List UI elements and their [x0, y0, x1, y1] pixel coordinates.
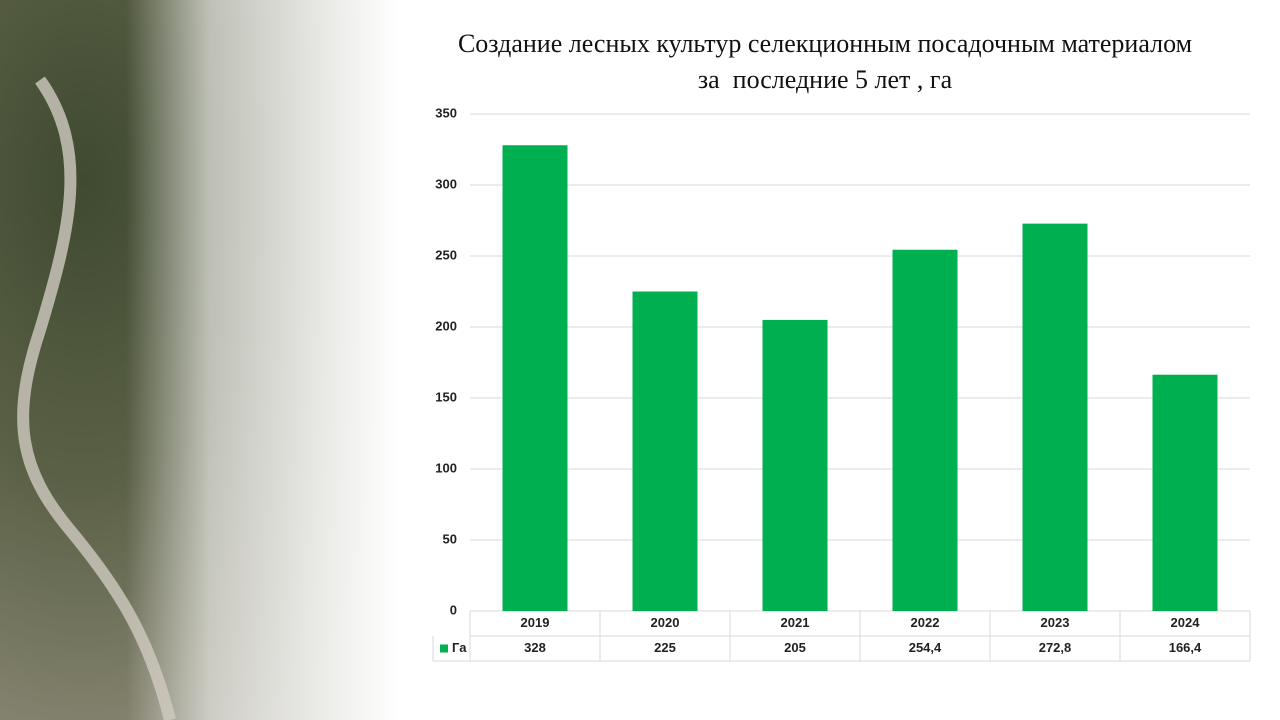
table-value: 272,8 — [1039, 640, 1072, 655]
x-tick-label: 2020 — [651, 615, 680, 630]
table-value: 166,4 — [1169, 640, 1202, 655]
table-value: 254,4 — [909, 640, 942, 655]
legend-label: Га — [452, 640, 467, 655]
x-tick-label: 2024 — [1171, 615, 1201, 630]
y-tick-label: 0 — [450, 602, 457, 617]
road — [17, 76, 176, 720]
bar — [502, 145, 568, 612]
y-tick-label: 50 — [443, 531, 457, 546]
bar — [762, 319, 828, 611]
x-tick-label: 2023 — [1041, 615, 1070, 630]
background-photo — [0, 0, 420, 720]
table-value: 205 — [784, 640, 806, 655]
y-tick-label: 300 — [435, 176, 457, 191]
x-tick-label: 2022 — [911, 615, 940, 630]
x-tick-label: 2021 — [781, 615, 810, 630]
bar — [1022, 223, 1088, 611]
chart-title: Создание лесных культур селекционным пос… — [400, 26, 1250, 98]
table-value: 225 — [654, 640, 676, 655]
bar — [892, 249, 958, 611]
title-line: за последние 5 лет , га — [697, 65, 953, 94]
x-tick-label: 2019 — [521, 615, 550, 630]
y-tick-label: 150 — [435, 389, 457, 404]
bar — [1152, 374, 1218, 611]
road-path — [17, 76, 176, 720]
table-value: 328 — [524, 640, 546, 655]
bar — [632, 291, 698, 611]
y-tick-label: 250 — [435, 247, 457, 262]
y-tick-label: 100 — [435, 460, 457, 475]
y-tick-label: 350 — [435, 105, 457, 120]
legend-key — [440, 644, 448, 653]
title-line: Создание лесных культур селекционным пос… — [457, 29, 1193, 58]
y-tick-label: 200 — [435, 318, 457, 333]
